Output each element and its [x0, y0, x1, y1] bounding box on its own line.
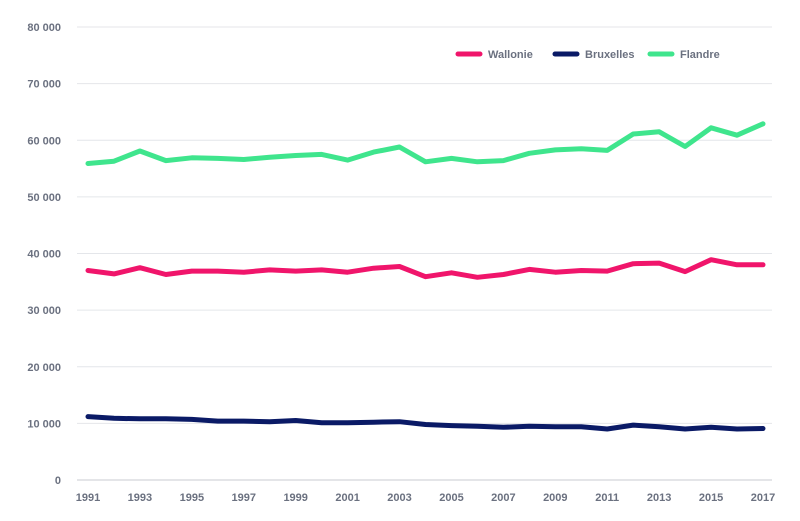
y-tick-label: 20 000 [27, 362, 61, 374]
x-tick-label: 1995 [180, 492, 204, 504]
x-tick-label: 2011 [595, 492, 619, 504]
gridlines [77, 26, 772, 481]
x-tick-label: 1999 [283, 492, 307, 504]
y-tick-label: 80 000 [27, 22, 61, 34]
series-line-flandre [85, 121, 766, 166]
x-tick-label: 2001 [335, 492, 359, 504]
x-tick-label: 2007 [491, 492, 515, 504]
y-tick-label: 50 000 [27, 192, 61, 204]
x-axis: 1991 1993 1995 1997 1999 2001 2003 2005 2007 2009… [76, 492, 775, 504]
legend-label-wallonie: Wallonie [488, 49, 533, 61]
legend-label-flandre: Flandre [680, 49, 720, 61]
y-tick-label: 0 [55, 475, 61, 487]
x-tick-label: 1991 [76, 492, 100, 504]
y-tick-label: 60 000 [27, 135, 61, 147]
x-tick-label: 2015 [699, 492, 723, 504]
x-tick-label: 2003 [387, 492, 411, 504]
y-tick-label: 70 000 [27, 79, 61, 91]
series-lines [85, 121, 766, 432]
x-tick-label: 2013 [647, 492, 671, 504]
x-tick-label: 2017 [751, 492, 775, 504]
y-axis: 0 10 000 20 000 30 000 40 000 50 000 60 000 70 … [27, 22, 61, 487]
y-tick-label: 10 000 [27, 418, 61, 430]
series-line-bruxelles [85, 414, 766, 432]
legend-label-bruxelles: Bruxelles [585, 49, 635, 61]
y-tick-label: 40 000 [27, 249, 61, 261]
x-tick-label: 2005 [439, 492, 463, 504]
y-tick-label: 30 000 [27, 305, 61, 317]
x-tick-label: 2009 [543, 492, 567, 504]
x-tick-label: 1993 [128, 492, 152, 504]
series-line-wallonie [85, 257, 766, 280]
legend: Wallonie Bruxelles Flandre [455, 49, 720, 61]
x-tick-label: 1997 [232, 492, 256, 504]
